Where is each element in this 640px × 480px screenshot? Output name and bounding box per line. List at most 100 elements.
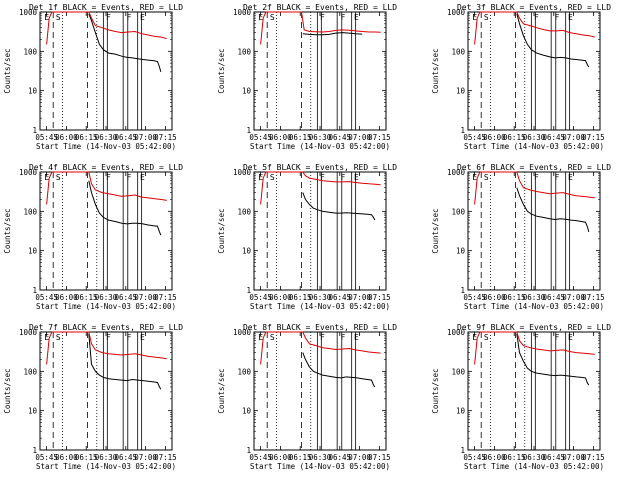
marker-f-label: F xyxy=(534,13,539,22)
y-axis-label: Counts/sec xyxy=(217,208,226,253)
y-tick-label: 1 xyxy=(32,126,37,135)
x-tick-label: 06:00 xyxy=(269,293,292,302)
x-tick-label: 06:45 xyxy=(543,293,566,302)
marker-f-label: F xyxy=(126,13,131,22)
lld-series-line xyxy=(474,11,595,45)
x-tick-label: 07:15 xyxy=(582,453,605,462)
x-tick-label: 06:30 xyxy=(523,453,546,462)
panel-title: Det_6f BLACK = Events, RED = LLD xyxy=(457,163,611,172)
y-axis-label: Counts/sec xyxy=(217,368,226,413)
marker-f-label: F xyxy=(554,13,559,22)
x-tick-label: 07:15 xyxy=(368,293,391,302)
marker-s-label: S xyxy=(270,13,275,22)
y-tick-label: 100 xyxy=(23,47,37,56)
marker-s-label: S xyxy=(56,333,61,342)
marker-s-label: S xyxy=(270,333,275,342)
x-tick-label: 06:15 xyxy=(75,453,98,462)
plot-frame xyxy=(253,171,387,291)
x-tick-label: 06:30 xyxy=(523,293,546,302)
y-tick-label: 100 xyxy=(23,367,37,376)
y-tick-label: 100 xyxy=(451,47,465,56)
lld-series-line xyxy=(46,331,167,365)
marker-e-label: E xyxy=(568,173,573,182)
y-tick-label: 1000 xyxy=(447,168,466,177)
y-tick-label: 1 xyxy=(246,286,251,295)
events-series-line xyxy=(302,192,376,221)
marker-e-label: E xyxy=(568,333,573,342)
y-tick-label: 1000 xyxy=(19,168,38,177)
y-tick-label: 1000 xyxy=(447,328,466,337)
marker-e-label: E xyxy=(44,333,49,342)
panel-title: Det_3f BLACK = Events, RED = LLD xyxy=(457,3,611,12)
x-axis-label: Start Time (14-Nov-03 05:42:00) xyxy=(250,302,390,311)
y-tick-label: 10 xyxy=(28,247,38,256)
panel-title: Det_1f BLACK = Events, RED = LLD xyxy=(29,3,183,12)
y-axis-label: Counts/sec xyxy=(3,48,12,93)
x-tick-label: 06:30 xyxy=(95,293,118,302)
x-tick-label: 06:00 xyxy=(483,133,506,142)
y-tick-label: 100 xyxy=(237,47,251,56)
x-tick-label: 07:00 xyxy=(562,453,585,462)
x-tick-label: 05:45 xyxy=(249,293,272,302)
x-tick-label: 06:30 xyxy=(95,133,118,142)
marker-s-label: S xyxy=(270,173,275,182)
x-tick-label: 07:00 xyxy=(348,293,371,302)
plot-frame xyxy=(467,11,601,131)
x-tick-label: 06:45 xyxy=(329,453,352,462)
marker-f-label: F xyxy=(340,13,345,22)
events-series-line xyxy=(88,180,162,236)
x-tick-label: 06:15 xyxy=(75,293,98,302)
x-tick-label: 06:15 xyxy=(289,293,312,302)
y-tick-label: 10 xyxy=(456,87,466,96)
plot-frame xyxy=(253,331,387,451)
x-axis-label: Start Time (14-Nov-03 05:42:00) xyxy=(464,462,604,471)
events-series-line xyxy=(516,187,590,233)
y-axis-label: Counts/sec xyxy=(3,208,12,253)
lld-series-line xyxy=(46,11,167,45)
x-tick-label: 06:45 xyxy=(329,293,352,302)
x-tick-label: 05:45 xyxy=(249,133,272,142)
x-tick-label: 06:45 xyxy=(543,453,566,462)
y-tick-label: 1000 xyxy=(19,328,38,337)
x-axis-label: Start Time (14-Nov-03 05:42:00) xyxy=(36,302,176,311)
x-tick-label: 06:00 xyxy=(269,133,292,142)
marker-f-label: F xyxy=(106,173,111,182)
y-tick-label: 100 xyxy=(451,207,465,216)
plot-frame xyxy=(39,11,173,131)
x-tick-label: 07:15 xyxy=(368,453,391,462)
x-tick-label: 06:15 xyxy=(289,453,312,462)
panel-title: Det_2f BLACK = Events, RED = LLD xyxy=(243,3,397,12)
x-tick-label: 06:45 xyxy=(329,133,352,142)
y-tick-label: 1 xyxy=(460,446,465,455)
marker-f-label: F xyxy=(554,333,559,342)
plot-frame xyxy=(253,11,387,131)
y-axis-label: Counts/sec xyxy=(431,48,440,93)
x-tick-label: 06:15 xyxy=(503,133,526,142)
marker-f-label: F xyxy=(340,333,345,342)
x-tick-label: 05:45 xyxy=(35,293,58,302)
plot-frame xyxy=(467,331,601,451)
y-tick-label: 10 xyxy=(28,87,38,96)
marker-s-label: S xyxy=(484,333,489,342)
x-tick-label: 06:45 xyxy=(543,133,566,142)
x-tick-label: 06:00 xyxy=(55,133,78,142)
y-tick-label: 1 xyxy=(460,126,465,135)
y-axis-label: Counts/sec xyxy=(431,208,440,253)
x-tick-label: 06:30 xyxy=(309,133,332,142)
x-tick-label: 07:00 xyxy=(348,133,371,142)
x-tick-label: 05:45 xyxy=(35,453,58,462)
marker-f-label: F xyxy=(320,333,325,342)
x-tick-label: 07:15 xyxy=(154,293,177,302)
y-tick-label: 100 xyxy=(23,207,37,216)
x-tick-label: 07:00 xyxy=(134,453,157,462)
y-tick-label: 1000 xyxy=(233,168,252,177)
x-tick-label: 07:00 xyxy=(562,293,585,302)
events-series-line xyxy=(302,352,376,388)
x-tick-label: 07:00 xyxy=(134,133,157,142)
y-tick-label: 1 xyxy=(460,286,465,295)
marker-e-label: E xyxy=(258,13,263,22)
